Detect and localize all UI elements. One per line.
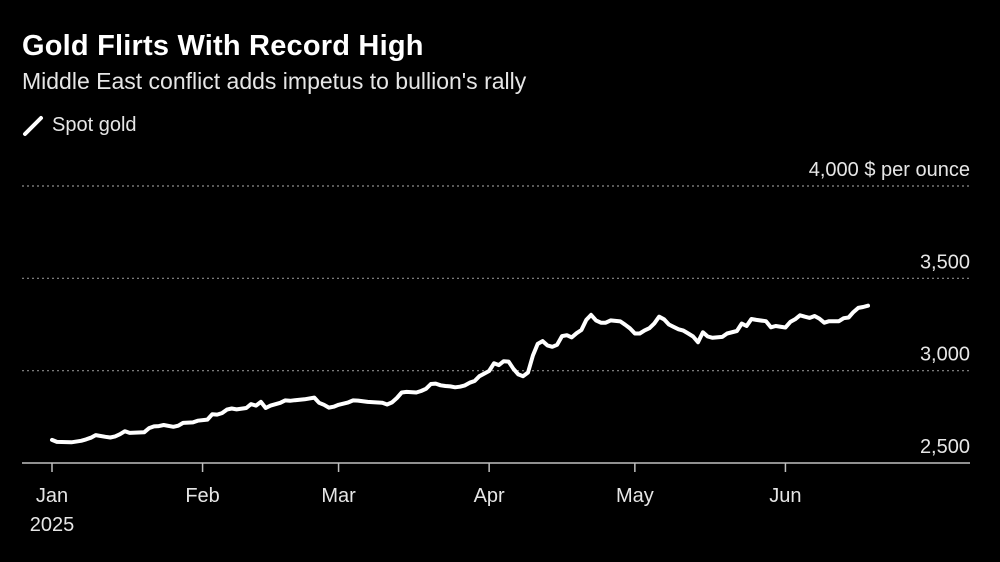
x-tick-label: May (616, 485, 654, 507)
series-group (50, 303, 870, 445)
legend-swatch-icon (23, 115, 43, 136)
x-tick-label: Jun (769, 485, 801, 507)
y-tick-label: 2,500 (920, 436, 970, 458)
gridlines (22, 185, 970, 372)
y-tick-label: 3,000 (920, 344, 970, 366)
y-axis-tick-labels: 2,500 3,000 3,500 4,000 $ per ounce (809, 159, 970, 458)
y-tick-label: 3,500 (920, 251, 970, 273)
x-tick-sublabel: 2025 (30, 514, 75, 536)
legend-label: Spot gold (52, 114, 137, 136)
x-tick-label: Mar (321, 485, 356, 507)
legend: Spot gold (22, 114, 137, 137)
x-tick-label: Jan (36, 485, 68, 507)
x-tick-label: Apr (474, 485, 505, 507)
chart-title: Gold Flirts With Record High (22, 30, 424, 62)
x-axis: Jan 2025 Feb Mar Apr May Jun (22, 462, 970, 536)
chart-subtitle: Middle East conflict adds impetus to bul… (22, 68, 527, 94)
series-line-spot-gold (50, 303, 870, 445)
x-tick-label: Feb (185, 485, 219, 507)
y-tick-label: 4,000 $ per ounce (809, 159, 970, 181)
